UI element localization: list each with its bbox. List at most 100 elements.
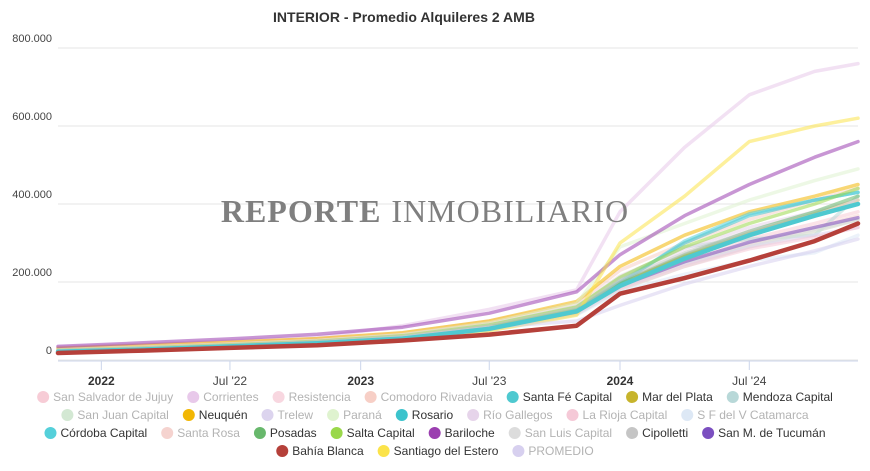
- series-line-neuquen[interactable]: [56, 182, 860, 351]
- legend-swatch: [506, 391, 519, 403]
- x-tick-label: Jul '22: [213, 374, 248, 388]
- legend-swatch: [428, 427, 441, 439]
- series-highlighted-group: [55, 201, 861, 356]
- legend-swatch: [187, 391, 200, 403]
- legend-item-santa-fe-capital[interactable]: Santa Fé Capital: [506, 390, 612, 404]
- watermark: REPORTE INMOBILIARIO: [221, 193, 629, 229]
- legend-item-resistencia[interactable]: Resistencia: [272, 390, 351, 404]
- legend-label: Santa Rosa: [177, 426, 240, 440]
- legend-label: Neuquén: [199, 408, 248, 422]
- y-axis: 0 200.000 400.000 600.000 800.000: [12, 33, 52, 357]
- legend-label: Paraná: [343, 408, 382, 422]
- legend: San Salvador de Jujuy Corrientes Resistenc…: [37, 390, 833, 458]
- legend-swatch: [512, 445, 525, 457]
- legend-swatch: [626, 391, 639, 403]
- legend-item-bahia-blanca[interactable]: Bahía Blanca: [276, 444, 364, 458]
- legend-label: S F del V Catamarca: [697, 408, 809, 422]
- legend-label: Posadas: [270, 426, 317, 440]
- legend-item-cipolletti[interactable]: Cipolletti: [626, 426, 688, 440]
- legend-swatch: [161, 427, 174, 439]
- legend-swatch: [253, 427, 266, 439]
- legend-item-corrientes[interactable]: Corrientes: [187, 390, 259, 404]
- legend-item-posadas[interactable]: Posadas: [253, 426, 317, 440]
- legend-item-salta-capital[interactable]: Salta Capital: [330, 426, 415, 440]
- legend-swatch: [395, 409, 408, 421]
- y-tick-label: 800.000: [12, 33, 52, 45]
- legend-label: Cipolletti: [642, 426, 688, 440]
- legend-swatch: [261, 409, 274, 421]
- legend-label: San Juan Capital: [77, 408, 168, 422]
- legend-item-san-m-de-tucuman[interactable]: San M. de Tucumán: [702, 426, 826, 440]
- legend-label: Bahía Blanca: [292, 444, 364, 458]
- x-tick-label: Jul '23: [472, 374, 507, 388]
- legend-swatch: [327, 409, 340, 421]
- chart-title: INTERIOR - Promedio Alquileres 2 AMB: [273, 9, 535, 25]
- legend-item-rio-gallegos[interactable]: Río Gallegos: [467, 408, 553, 422]
- legend-swatch: [364, 391, 377, 403]
- legend-swatch: [37, 391, 50, 403]
- legend-swatch: [330, 427, 343, 439]
- legend-swatch: [626, 427, 639, 439]
- legend-label: Comodoro Rivadavia: [381, 390, 493, 404]
- y-tick-label: 0: [46, 345, 52, 357]
- legend-item-parana[interactable]: Paraná: [327, 408, 382, 422]
- legend-label: Trelew: [278, 408, 314, 422]
- gridlines: [58, 47, 858, 361]
- legend-item-santiago-del-estero[interactable]: Santiago del Estero: [377, 444, 499, 458]
- legend-swatch: [508, 427, 521, 439]
- legend-item-rosario[interactable]: Rosario: [395, 408, 454, 422]
- legend-label: Santa Fé Capital: [523, 390, 612, 404]
- legend-item-san-salvador-de-jujuy[interactable]: San Salvador de Jujuy: [37, 390, 173, 404]
- legend-item-la-rioja-capital[interactable]: La Rioja Capital: [566, 408, 668, 422]
- legend-label: Córdoba Capital: [60, 426, 147, 440]
- legend-item-cordoba-capital[interactable]: Córdoba Capital: [44, 426, 147, 440]
- legend-label: San Luis Capital: [525, 426, 612, 440]
- legend-item-san-juan-capital[interactable]: San Juan Capital: [61, 408, 169, 422]
- legend-label: Rosario: [412, 408, 454, 422]
- legend-label: PROMEDIO: [528, 444, 593, 458]
- legend-label: Río Gallegos: [483, 408, 552, 422]
- legend-swatch: [61, 409, 74, 421]
- legend-swatch: [276, 445, 289, 457]
- y-tick-label: 200.000: [12, 267, 52, 279]
- legend-swatch: [467, 409, 480, 421]
- legend-item-trelew[interactable]: Trelew: [261, 408, 314, 422]
- legend-label: Resistencia: [289, 390, 351, 404]
- legend-label: San Salvador de Jujuy: [53, 390, 173, 404]
- legend-swatch: [566, 409, 579, 421]
- legend-swatch: [726, 391, 739, 403]
- legend-label: La Rioja Capital: [583, 408, 668, 422]
- legend-label: Salta Capital: [347, 426, 415, 440]
- series-line-bahia-blanca[interactable]: [55, 221, 861, 356]
- legend-swatch: [182, 409, 195, 421]
- legend-item-bariloche[interactable]: Bariloche: [428, 426, 495, 440]
- x-tick-label: 2024: [607, 374, 634, 388]
- legend-item-comodoro-rivadavia[interactable]: Comodoro Rivadavia: [364, 390, 493, 404]
- y-tick-label: 400.000: [12, 189, 52, 201]
- x-tick-label: 2023: [347, 374, 374, 388]
- series-line-bariloche[interactable]: [56, 139, 860, 349]
- legend-label: Bariloche: [445, 426, 495, 440]
- x-axis: 2022 Jul '22 2023 Jul '23 2024 Jul '24: [58, 360, 858, 388]
- legend-label: Santiago del Estero: [394, 444, 499, 458]
- legend-label: San M. de Tucumán: [718, 426, 825, 440]
- legend-label: Mendoza Capital: [743, 390, 833, 404]
- legend-item-san-luis-capital[interactable]: San Luis Capital: [508, 426, 612, 440]
- legend-item-neuquen[interactable]: Neuquén: [182, 408, 248, 422]
- legend-item-promedio[interactable]: PROMEDIO: [512, 444, 594, 458]
- legend-swatch: [377, 445, 390, 457]
- x-tick-label: 2022: [88, 374, 115, 388]
- legend-label: Corrientes: [203, 390, 258, 404]
- legend-item-s-f-del-v-catamarca[interactable]: S F del V Catamarca: [681, 408, 809, 422]
- legend-swatch: [681, 409, 694, 421]
- legend-swatch: [44, 427, 57, 439]
- legend-item-mar-del-plata[interactable]: Mar del Plata: [626, 390, 713, 404]
- watermark-bold: REPORTE: [221, 193, 382, 229]
- x-tick-label: Jul '24: [732, 374, 767, 388]
- legend-label: Mar del Plata: [642, 390, 713, 404]
- legend-item-mendoza-capital[interactable]: Mendoza Capital: [726, 390, 833, 404]
- legend-item-santa-rosa[interactable]: Santa Rosa: [161, 426, 240, 440]
- watermark-light: INMOBILIARIO: [391, 193, 629, 229]
- legend-swatch: [272, 391, 285, 403]
